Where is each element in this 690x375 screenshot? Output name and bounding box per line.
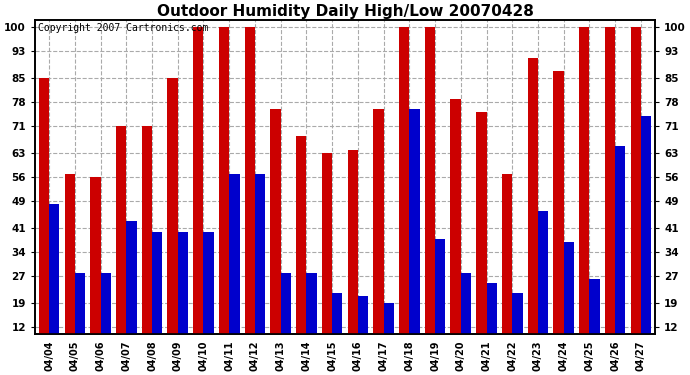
Bar — [451, 99, 461, 368]
Bar — [65, 174, 75, 368]
Bar — [126, 222, 137, 368]
Bar — [39, 78, 49, 368]
Bar — [605, 27, 615, 368]
Text: Copyright 2007 Cartronics.com: Copyright 2007 Cartronics.com — [38, 24, 208, 33]
Bar — [152, 232, 162, 368]
Bar — [168, 78, 178, 368]
Bar — [373, 109, 384, 368]
Bar — [564, 242, 574, 368]
Bar — [615, 147, 625, 368]
Bar — [553, 72, 564, 368]
Bar — [270, 109, 281, 368]
Bar — [281, 273, 291, 368]
Bar — [538, 211, 549, 368]
Bar — [476, 112, 486, 368]
Bar — [90, 177, 101, 368]
Bar — [322, 153, 332, 368]
Bar — [641, 116, 651, 368]
Bar — [486, 283, 497, 368]
Bar — [141, 126, 152, 368]
Bar — [219, 27, 229, 368]
Bar — [75, 273, 85, 368]
Bar — [358, 297, 368, 368]
Bar — [348, 150, 358, 368]
Bar — [512, 293, 522, 368]
Bar — [579, 27, 589, 368]
Bar — [296, 136, 306, 368]
Title: Outdoor Humidity Daily High/Low 20070428: Outdoor Humidity Daily High/Low 20070428 — [157, 4, 533, 19]
Bar — [116, 126, 126, 368]
Bar — [435, 238, 445, 368]
Bar — [399, 27, 409, 368]
Bar — [245, 27, 255, 368]
Bar — [332, 293, 342, 368]
Bar — [178, 232, 188, 368]
Bar — [425, 27, 435, 368]
Bar — [49, 204, 59, 368]
Bar — [502, 174, 512, 368]
Bar — [255, 174, 265, 368]
Bar — [306, 273, 317, 368]
Bar — [409, 109, 420, 368]
Bar — [384, 303, 394, 368]
Bar — [204, 232, 214, 368]
Bar — [528, 58, 538, 368]
Bar — [589, 279, 600, 368]
Bar — [631, 27, 641, 368]
Bar — [229, 174, 239, 368]
Bar — [461, 273, 471, 368]
Bar — [193, 27, 204, 368]
Bar — [101, 273, 111, 368]
